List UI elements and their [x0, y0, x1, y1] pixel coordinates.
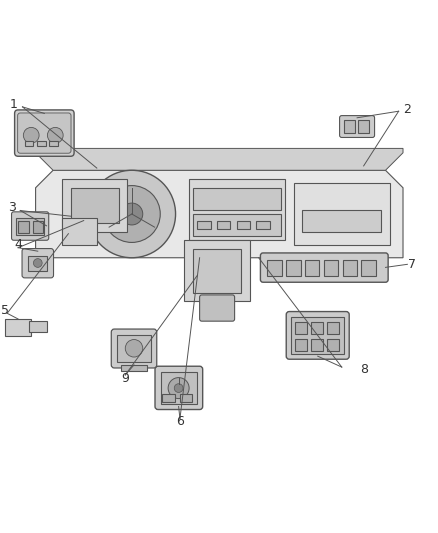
Bar [327, 338, 339, 351]
Bar [237, 221, 250, 229]
FancyBboxPatch shape [22, 248, 53, 278]
Bar [193, 214, 280, 236]
Bar [361, 260, 376, 276]
Bar [184, 240, 250, 302]
Bar [62, 219, 97, 245]
Bar [324, 260, 338, 276]
Bar [311, 322, 323, 334]
Bar [291, 317, 344, 354]
Text: 2: 2 [403, 102, 411, 116]
Bar [162, 394, 175, 402]
Bar [268, 260, 282, 276]
Bar [189, 179, 285, 240]
Bar [18, 221, 29, 233]
Text: 9: 9 [121, 372, 129, 384]
Circle shape [125, 340, 143, 357]
Bar [32, 221, 43, 233]
Text: 4: 4 [14, 238, 22, 251]
FancyBboxPatch shape [286, 312, 349, 359]
FancyBboxPatch shape [261, 253, 388, 282]
Bar [294, 338, 307, 351]
Bar [217, 221, 230, 229]
Circle shape [103, 185, 160, 243]
Circle shape [168, 377, 189, 399]
FancyBboxPatch shape [18, 113, 71, 153]
Bar [29, 321, 46, 332]
Polygon shape [35, 148, 403, 170]
Circle shape [47, 127, 63, 143]
FancyBboxPatch shape [11, 212, 49, 240]
Bar [344, 120, 355, 133]
Bar [161, 372, 197, 404]
Bar [193, 188, 280, 209]
Bar [327, 322, 339, 334]
Circle shape [121, 203, 143, 225]
Circle shape [174, 384, 183, 392]
Bar [343, 260, 357, 276]
Bar [25, 141, 33, 146]
Circle shape [23, 127, 39, 143]
Circle shape [88, 170, 176, 258]
Bar [28, 255, 47, 271]
FancyBboxPatch shape [155, 366, 203, 409]
Bar [5, 319, 31, 336]
Bar [311, 338, 323, 351]
FancyBboxPatch shape [111, 329, 157, 368]
Bar [121, 365, 147, 372]
Bar [71, 188, 119, 223]
Bar [302, 209, 381, 231]
Text: 3: 3 [7, 201, 15, 214]
FancyBboxPatch shape [200, 295, 235, 321]
Bar [286, 260, 300, 276]
Text: 5: 5 [1, 304, 9, 317]
Bar [180, 394, 192, 402]
FancyBboxPatch shape [14, 110, 74, 156]
Text: 1: 1 [10, 98, 18, 111]
Bar [305, 260, 319, 276]
Text: 6: 6 [176, 415, 184, 429]
Bar [193, 249, 241, 293]
Bar [198, 221, 211, 229]
Polygon shape [35, 170, 403, 258]
Bar [62, 179, 127, 231]
Circle shape [33, 259, 42, 268]
Bar [293, 183, 390, 245]
Bar [294, 322, 307, 334]
FancyBboxPatch shape [339, 116, 374, 138]
Bar [49, 141, 58, 146]
Bar [16, 218, 44, 235]
Bar [358, 120, 369, 133]
Bar [117, 335, 151, 362]
Text: 8: 8 [360, 363, 367, 376]
Bar [37, 141, 46, 146]
Text: 7: 7 [408, 258, 416, 271]
Bar [257, 221, 270, 229]
